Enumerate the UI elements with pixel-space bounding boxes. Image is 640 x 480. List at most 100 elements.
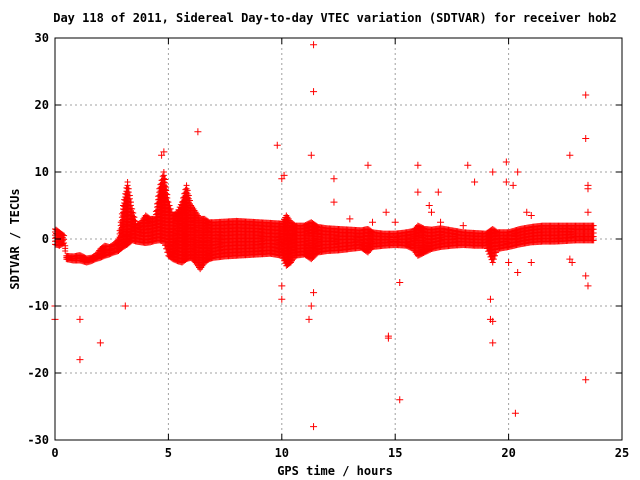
data-point-marker: [163, 184, 170, 191]
data-point-marker: [278, 282, 286, 290]
data-point-marker: [61, 232, 68, 239]
data-point-marker: [127, 199, 134, 206]
y-tick-label: -20: [27, 366, 49, 380]
x-tick-label: 5: [165, 446, 172, 460]
data-point-marker: [396, 279, 404, 287]
axis-ticks: 0 5 10 15 20 25 -30 -20 -10 0 10 20 30: [27, 31, 629, 460]
data-point-marker: [582, 135, 590, 142]
y-tick-label: 30: [35, 31, 49, 45]
y-tick-label: 0: [42, 232, 49, 246]
data-point-marker: [129, 205, 136, 212]
data-point-marker: [305, 315, 313, 323]
data-point-marker: [160, 148, 168, 156]
data-point-marker: [582, 376, 590, 384]
data-point-marker: [307, 151, 315, 159]
data-point-marker: [425, 202, 433, 209]
data-point-marker: [582, 91, 590, 99]
y-axis-label: SDTVAR / TECUs: [8, 188, 22, 289]
data-point-marker: [437, 218, 445, 226]
data-point-marker: [164, 191, 171, 198]
y-tick-label: -10: [27, 299, 49, 313]
data-point-marker: [194, 128, 202, 136]
data-point-marker: [584, 282, 592, 290]
data-point-marker: [307, 302, 315, 310]
data-point-marker: [330, 198, 338, 206]
data-point-marker: [527, 212, 535, 220]
x-tick-label: 0: [51, 446, 58, 460]
data-point-marker: [132, 218, 139, 225]
data-point-marker: [310, 88, 318, 96]
data-point-marker: [434, 188, 442, 196]
data-point-marker: [502, 158, 510, 166]
data-point-marker: [96, 339, 104, 347]
x-tick-label: 25: [615, 446, 629, 460]
data-point-marker: [414, 161, 422, 169]
y-tick-label: 20: [35, 98, 49, 112]
data-point-marker: [584, 185, 592, 193]
data-point-marker: [427, 208, 435, 216]
data-point-marker: [125, 185, 132, 192]
data-point-marker: [76, 315, 84, 323]
data-point-marker: [584, 208, 592, 216]
data-point-marker: [527, 258, 535, 266]
data-point-marker: [511, 409, 519, 417]
data-point-marker: [186, 197, 193, 204]
data-point-marker: [464, 161, 472, 169]
data-point-marker: [160, 169, 167, 175]
data-point-marker: [391, 218, 399, 226]
data-point-marker: [523, 208, 531, 216]
data-point-marker: [183, 182, 190, 189]
data-point-marker: [161, 176, 168, 183]
chart-title: Day 118 of 2011, Sidereal Day-to-day VTE…: [53, 11, 617, 25]
data-point-marker: [124, 179, 131, 186]
data-point-marker: [131, 214, 138, 221]
x-tick-label: 20: [501, 446, 515, 460]
data-point-marker: [382, 208, 390, 216]
data-point-marker: [582, 272, 590, 280]
data-point-marker: [310, 423, 318, 431]
data-point-marker: [273, 141, 281, 149]
data-point-marker: [459, 222, 467, 230]
data-point-marker: [369, 218, 377, 226]
data-point-marker: [166, 202, 173, 209]
data-point-marker: [505, 258, 513, 266]
data-point-marker: [59, 231, 66, 238]
data-point-marker: [502, 178, 510, 186]
data-point-marker: [414, 188, 422, 196]
data-point-marker: [568, 258, 576, 266]
data-point-marker: [396, 396, 404, 404]
x-tick-label: 15: [388, 446, 402, 460]
data-point-marker: [76, 356, 84, 364]
data-point-marker: [590, 222, 597, 229]
data-points: [51, 41, 597, 431]
data-point-marker: [310, 41, 318, 49]
data-point-marker: [514, 269, 522, 276]
data-point-marker: [330, 175, 338, 183]
data-point-marker: [489, 168, 497, 176]
data-point-marker: [514, 168, 522, 176]
data-point-marker: [121, 302, 129, 310]
data-point-marker: [185, 192, 192, 199]
data-point-marker: [167, 205, 174, 212]
data-point-marker: [184, 187, 191, 194]
data-point-marker: [471, 178, 479, 186]
data-point-marker: [346, 215, 354, 223]
x-tick-label: 10: [275, 446, 289, 460]
x-axis-label: GPS time / hours: [277, 464, 393, 478]
y-tick-label: -30: [27, 433, 49, 447]
data-point-marker: [130, 210, 137, 217]
data-point-marker: [280, 171, 288, 179]
data-point-marker: [489, 317, 497, 325]
data-point-marker: [62, 242, 69, 249]
data-point-marker: [509, 181, 517, 189]
data-point-marker: [384, 334, 392, 342]
y-tick-label: 10: [35, 165, 49, 179]
data-point-marker: [126, 192, 133, 199]
data-point-marker: [486, 295, 494, 303]
data-point-marker: [364, 161, 372, 169]
data-point-marker: [165, 199, 172, 206]
data-point-marker: [566, 151, 574, 159]
data-point-marker: [489, 339, 497, 347]
data-point-marker: [278, 295, 286, 303]
